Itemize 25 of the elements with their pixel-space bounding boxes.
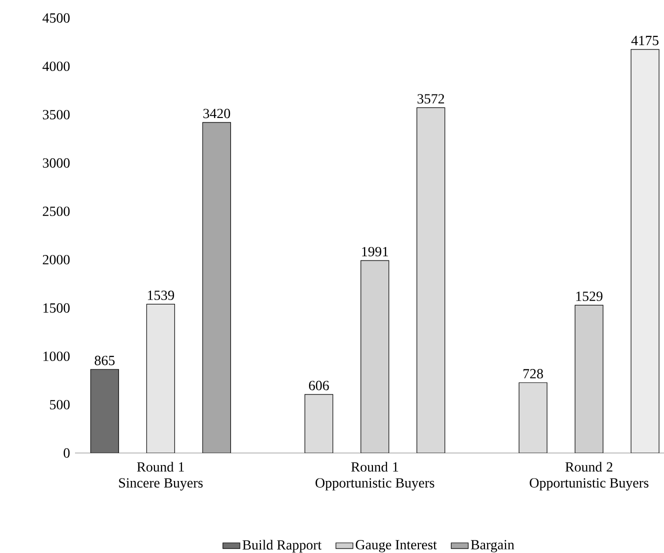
x-tick-label: Round 1 Sincere Buyers xyxy=(119,462,203,490)
data-label: 4175 xyxy=(631,36,658,46)
data-label: 1529 xyxy=(576,292,602,301)
y-tick-label: 1500 xyxy=(43,303,70,313)
legend-label: Build Rapport xyxy=(242,540,322,552)
data-label: 606 xyxy=(308,380,329,390)
y-tick-label: 3500 xyxy=(42,110,70,120)
data-label: 728 xyxy=(524,369,543,378)
x-tick-label: Round 1 Opportunistic Buyers xyxy=(316,462,434,490)
data-label: 1991 xyxy=(362,246,388,256)
x-tick-label: Round 2 Opportunistic Buyers xyxy=(530,462,648,490)
data-label: 865 xyxy=(94,356,115,366)
legend-label: Gauge Interest xyxy=(356,540,437,552)
data-label: 3420 xyxy=(203,108,230,118)
y-tick-label: 2000 xyxy=(42,254,70,264)
data-label: 3572 xyxy=(418,94,444,104)
y-tick-label: 500 xyxy=(50,400,70,410)
legend-label: Bargain xyxy=(470,540,514,552)
y-tick-label: 2500 xyxy=(42,206,70,216)
y-tick-label: 1000 xyxy=(43,352,70,362)
y-tick-label: 4000 xyxy=(42,62,70,72)
y-tick-label: 0 xyxy=(64,448,70,458)
y-tick-label: 3000 xyxy=(42,158,70,168)
data-label: 1539 xyxy=(148,290,174,300)
y-tick-label: 4500 xyxy=(42,13,70,23)
